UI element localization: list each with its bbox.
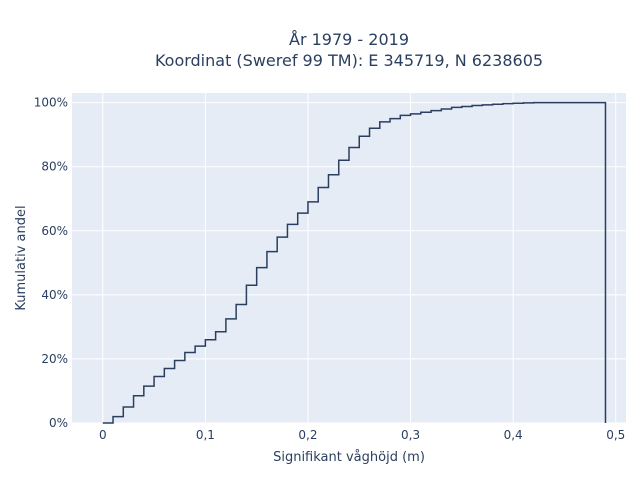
x-tick-label: 0,3 bbox=[401, 428, 420, 442]
y-tick-label: 40% bbox=[41, 288, 68, 302]
x-axis-title: Signifikant våghöjd (m) bbox=[273, 450, 425, 465]
ecdf-series bbox=[102, 101, 607, 424]
x-tick-label: 0,4 bbox=[504, 428, 523, 442]
x-tick-label: 0,5 bbox=[606, 428, 625, 442]
ecdf-line bbox=[102, 101, 607, 424]
y-tick-label: 0% bbox=[49, 416, 68, 430]
y-tick-label: 100% bbox=[34, 96, 68, 110]
grid-lines bbox=[72, 93, 626, 424]
x-tick-label: 0,1 bbox=[196, 428, 215, 442]
y-axis-ticks: 0% 20% 40% 60% 80% 100% bbox=[34, 96, 68, 430]
chart-title-line1: År 1979 - 2019 bbox=[289, 30, 409, 49]
y-tick-label: 80% bbox=[41, 160, 68, 174]
chart-title-line2: Koordinat (Sweref 99 TM): E 345719, N 62… bbox=[155, 51, 543, 70]
x-axis-ticks: 0 0,1 0,2 0,3 0,4 0,5 bbox=[99, 428, 625, 442]
y-axis-title: Kumulativ andel bbox=[14, 205, 29, 310]
x-tick-label: 0 bbox=[99, 428, 107, 442]
plot-area bbox=[72, 93, 626, 423]
x-tick-label: 0,2 bbox=[298, 428, 317, 442]
y-tick-label: 60% bbox=[41, 224, 68, 238]
y-tick-label: 20% bbox=[41, 352, 68, 366]
